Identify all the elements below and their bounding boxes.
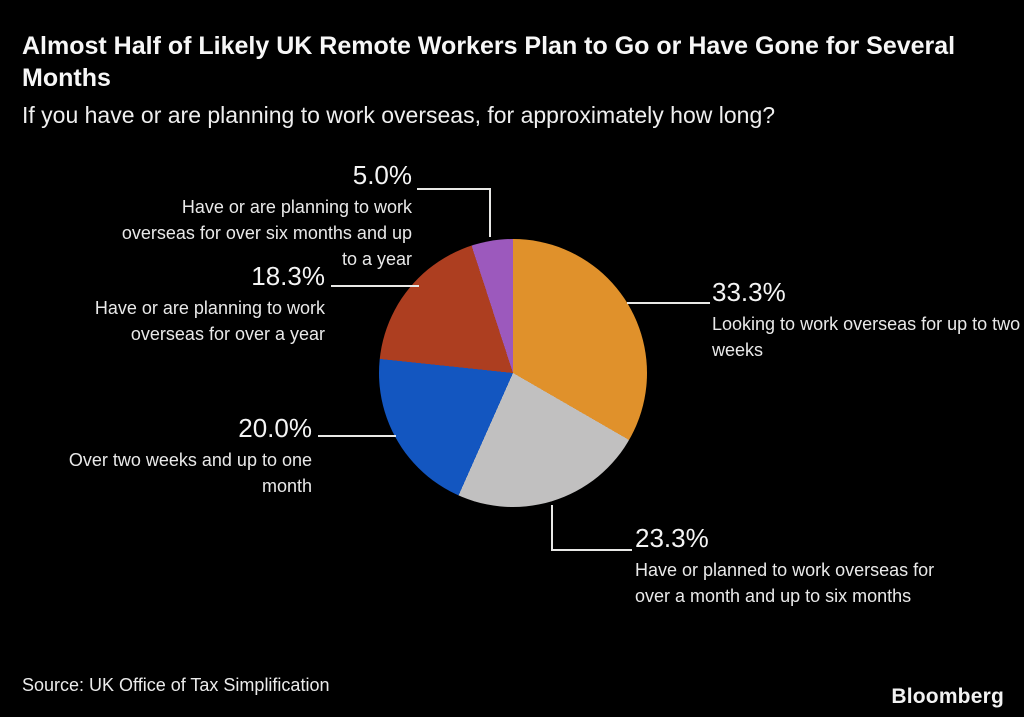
slice-label-up-to-two-weeks: Looking to work overseas for up to two w… [712,314,1021,360]
slice-pct-up-to-two-weeks: 33.3% [712,277,786,307]
slice-label-over-a-year: Have or are planning to work overseas fo… [94,298,325,344]
callout-one-to-six-months: 23.3% Have or planned to work overseas f… [635,523,940,609]
leader-line-two-weeks-to-one-month [318,435,396,437]
slice-pct-two-weeks-to-one-month: 20.0% [238,413,312,443]
callout-six-months-to-a-year: 5.0% Have or are planning to work overse… [112,160,412,272]
slice-pct-six-months-to-a-year: 5.0% [352,160,412,190]
callout-up-to-two-weeks: 33.3% Looking to work overseas for up to… [712,277,1024,363]
source-note: Source: UK Office of Tax Simplification [22,675,330,695]
leader-line-six-months-to-a-year [417,188,491,237]
callout-two-weeks-to-one-month: 20.0% Over two weeks and up to one month [20,413,312,499]
slice-label-two-weeks-to-one-month: Over two weeks and up to one month [68,450,312,496]
leader-line-up-to-two-weeks [627,302,710,304]
bloomberg-logo: Bloomberg [891,685,1004,708]
pie-chart [379,239,647,507]
callout-over-a-year: 18.3% Have or are planning to work overs… [33,261,325,347]
slice-pct-one-to-six-months: 23.3% [635,523,709,553]
chart-subtitle: If you have or are planning to work over… [22,102,776,128]
leader-line-over-a-year [331,285,419,287]
leader-line-one-to-six-months [551,505,632,551]
slice-pct-over-a-year: 18.3% [251,261,325,291]
slice-label-one-to-six-months: Have or planned to work overseas for ove… [635,560,935,606]
chart-header: Almost Half of Likely UK Remote Workers … [22,30,1002,129]
chart-title: Almost Half of Likely UK Remote Workers … [22,32,956,92]
slice-label-six-months-to-a-year: Have or are planning to work overseas fo… [121,197,412,269]
